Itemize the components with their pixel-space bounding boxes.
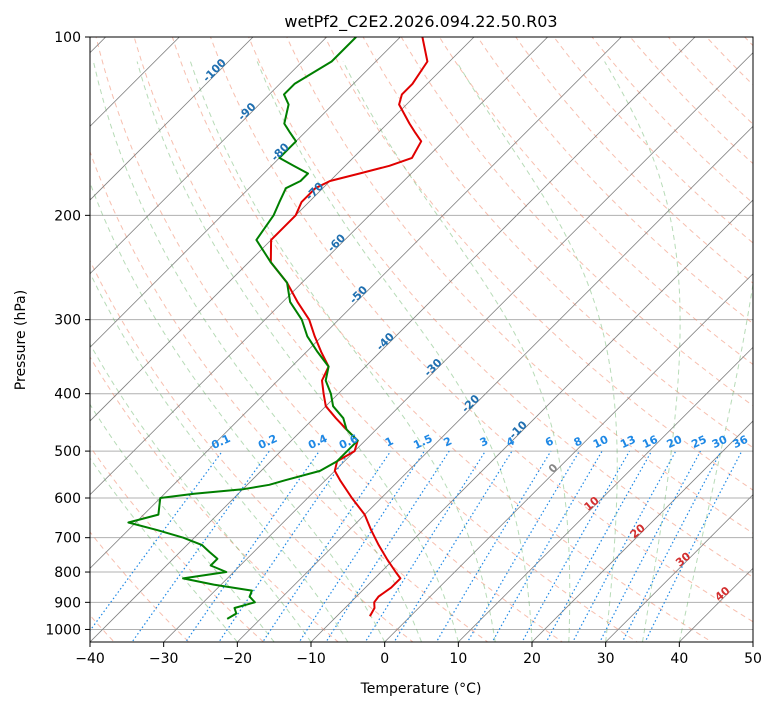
mixing-ratio-line bbox=[599, 450, 702, 642]
plot-frame bbox=[89, 36, 754, 643]
dry-adiabat-line bbox=[553, 37, 753, 244]
y-tick-label: 200 bbox=[54, 208, 81, 224]
y-tick-label: 300 bbox=[54, 313, 81, 329]
dry-adiabat-line bbox=[90, 445, 265, 642]
dry-adiabat-line bbox=[438, 37, 753, 366]
y-axis-label: Pressure (hPa) bbox=[13, 290, 29, 390]
dry-adiabat-line bbox=[209, 37, 753, 623]
mixing-ratio-label: 25 bbox=[689, 433, 708, 451]
dewpoint-profile-line bbox=[127, 37, 359, 620]
x-tick-label: −10 bbox=[296, 651, 326, 667]
dry-adiabat-line bbox=[133, 37, 638, 642]
isotherm-line bbox=[90, 37, 254, 201]
y-tick-label: 900 bbox=[54, 595, 81, 611]
moist-adiabat-line bbox=[90, 181, 386, 642]
y-tick-label: 500 bbox=[54, 444, 81, 460]
dry-adiabat-line bbox=[90, 259, 414, 642]
moist-adiabat-line bbox=[90, 457, 238, 642]
dry-adiabat-line bbox=[515, 37, 753, 284]
isotherm-line bbox=[384, 273, 753, 642]
mixing-ratio-line bbox=[218, 450, 351, 642]
x-tick-label: −40 bbox=[75, 651, 105, 667]
mixing-ratio-line bbox=[131, 450, 270, 642]
moist-adiabat-line bbox=[604, 61, 681, 642]
mixing-ratio-line bbox=[572, 450, 677, 642]
isotherm-line bbox=[457, 346, 753, 642]
chart-title: wetPf2_C2E2.2026.094.22.50.R03 bbox=[284, 12, 557, 32]
dry-adiabat-line bbox=[90, 356, 339, 642]
moist-adiabat-line bbox=[678, 280, 753, 642]
dry-adiabat-line bbox=[324, 37, 753, 491]
isotherm-line bbox=[90, 37, 622, 569]
isotherm-line bbox=[90, 37, 328, 275]
mixing-ratio-label: 20 bbox=[665, 433, 685, 451]
isotherm-line bbox=[90, 37, 475, 422]
isotherm-line bbox=[310, 199, 753, 642]
y-tick-label: 400 bbox=[54, 387, 81, 403]
y-tick-label: 800 bbox=[54, 565, 81, 581]
mixing-ratio-label: 16 bbox=[640, 433, 660, 451]
mixing-ratio-label: 10 bbox=[591, 433, 611, 451]
mixing-ratio-line bbox=[364, 450, 486, 642]
mixing-ratio-line bbox=[298, 450, 425, 642]
isotherm-line bbox=[605, 494, 753, 642]
x-tick-label: 30 bbox=[597, 651, 615, 667]
x-tick-label: 40 bbox=[670, 651, 688, 667]
isotherm-line bbox=[236, 125, 753, 642]
mixing-ratio-line bbox=[262, 450, 392, 642]
dry-adiabat-line bbox=[362, 37, 753, 449]
mixing-ratio-line bbox=[545, 450, 653, 642]
x-tick-label: 20 bbox=[523, 651, 541, 667]
y-tick-label: 600 bbox=[54, 491, 81, 507]
x-tick-label: 50 bbox=[744, 651, 762, 667]
dry-adiabat-line bbox=[248, 37, 753, 578]
moist-adiabat-line bbox=[256, 61, 533, 642]
x-tick-label: −30 bbox=[149, 651, 179, 667]
isotherm-line bbox=[90, 37, 696, 642]
mixing-ratio-label: 36 bbox=[731, 433, 751, 451]
isotherm-line bbox=[531, 420, 753, 642]
x-tick-label: 10 bbox=[449, 651, 467, 667]
x-axis-label: Temperature (°C) bbox=[360, 681, 482, 697]
y-tick-label: 700 bbox=[54, 531, 81, 547]
x-tick-label: −20 bbox=[223, 651, 253, 667]
isotherm-line bbox=[163, 52, 753, 642]
moist-adiabat-line bbox=[136, 61, 459, 642]
dry-adiabat-line bbox=[171, 37, 713, 642]
moist-adiabat-line bbox=[456, 61, 618, 642]
dry-adiabat-line bbox=[286, 37, 753, 534]
isotherm-line bbox=[90, 37, 549, 496]
isotherm-line bbox=[90, 37, 401, 348]
dry-adiabat-line bbox=[400, 37, 753, 407]
dry-adiabat-line bbox=[591, 37, 753, 204]
dry-adiabat-line bbox=[95, 37, 564, 642]
y-tick-label: 1000 bbox=[45, 622, 81, 638]
mixing-ratio-label: 30 bbox=[710, 433, 730, 451]
mixing-ratio-line bbox=[435, 450, 552, 642]
moist-adiabat-line bbox=[92, 61, 422, 642]
mixing-ratio-line bbox=[325, 450, 450, 642]
mixing-ratio-line bbox=[466, 450, 580, 642]
mixing-ratio-line bbox=[491, 450, 603, 642]
mixing-ratio-line bbox=[393, 450, 513, 642]
x-tick-label: 0 bbox=[380, 651, 389, 667]
y-tick-label: 100 bbox=[54, 30, 81, 46]
mixing-ratio-line bbox=[90, 450, 223, 632]
dry-adiabat-line bbox=[629, 37, 753, 165]
mixing-ratio-label: 13 bbox=[618, 433, 637, 451]
